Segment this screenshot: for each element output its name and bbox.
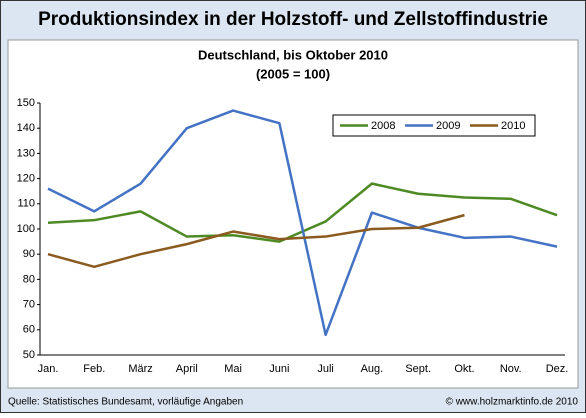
y-tick-label: 120 [17,173,35,185]
x-tick-label: Nov. [500,363,522,375]
y-tick-label: 150 [17,97,35,109]
y-tick-label: 50 [23,349,35,361]
y-tick-label: 70 [23,299,35,311]
series-line [47,109,558,337]
x-tick-label: Dez. [546,363,569,375]
series-line [47,213,465,269]
x-tick-label: März [128,363,152,375]
x-tick-label: Jan. [38,363,59,375]
y-tick-label: 100 [17,223,35,235]
legend-label: 2010 [501,120,525,132]
x-tick-label: April [176,363,198,375]
y-tick-label: 80 [23,273,35,285]
x-tick-label: Aug. [361,363,384,375]
x-tick-label: Juli [317,363,334,375]
y-tick-label: 60 [23,324,35,336]
legend-label: 2009 [436,120,460,132]
x-tick-label: Feb. [83,363,105,375]
subtitle: (2005 = 100) [256,66,330,81]
x-tick-label: Juni [269,363,289,375]
legend-label: 2008 [371,120,395,132]
y-tick-label: 110 [17,198,35,210]
y-tick-label: 140 [17,122,35,134]
y-tick-label: 130 [17,147,35,159]
source: Quelle: Statistisches Bundesamt, vorläuf… [8,397,243,408]
chart-title: Produktionsindex in der Holzstoff- und Z… [38,9,548,30]
credit: © www.holzmarktinfo.de 2010 [446,397,579,408]
x-tick-label: Okt. [454,363,474,375]
x-tick-label: Mai [224,363,242,375]
panel [7,39,579,389]
y-tick-label: 90 [23,248,35,260]
x-tick-label: Sept. [405,363,431,375]
legend-box [332,114,536,137]
subtitle: Deutschland, bis Oktober 2010 [198,47,388,62]
